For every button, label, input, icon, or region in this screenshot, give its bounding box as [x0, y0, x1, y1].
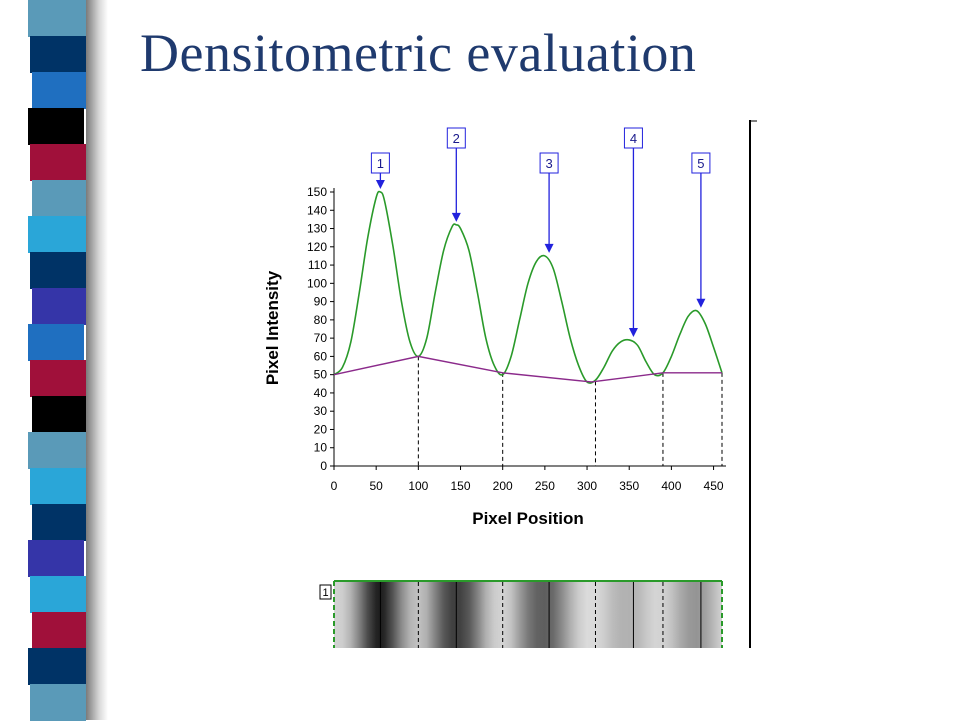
x-tick-label: 100 [408, 479, 428, 493]
color-bar-segment [32, 612, 88, 649]
y-tick-label: 120 [307, 240, 327, 254]
color-bar-segment [28, 432, 88, 469]
peak-arrow-head [451, 212, 461, 222]
color-bar-segment [28, 108, 84, 145]
color-bar-segment [28, 0, 88, 37]
color-bar-segment [30, 36, 86, 73]
x-tick-label: 250 [535, 479, 555, 493]
dividers-layer [417, 356, 723, 466]
y-axis-title: Pixel Intensity [263, 270, 282, 385]
y-tick-label: 20 [314, 422, 328, 436]
color-bar-segment [30, 468, 86, 505]
y-tick-label: 60 [314, 349, 328, 363]
y-tick-label: 30 [314, 404, 328, 418]
baseline-line [333, 355, 722, 383]
axes: 0 10 20 30 40 50 60 70 80 90 100 110 120 130 140 150 0 50… [307, 185, 726, 493]
peak-arrow-head [375, 180, 385, 189]
lane-label: 1 [322, 587, 328, 599]
x-tick-label: 0 [331, 479, 338, 493]
x-tick-label: 50 [369, 479, 383, 493]
x-axis-title: Pixel Position [472, 509, 583, 528]
color-bar-segment [32, 504, 92, 541]
intensity-profile-line [333, 190, 723, 384]
y-tick-label: 100 [307, 276, 327, 290]
peak-label: 4 [630, 131, 637, 146]
color-bar-segment [30, 576, 90, 613]
y-tick-label: 0 [320, 459, 327, 473]
color-bar-segment [30, 252, 86, 289]
color-bar-segment [28, 324, 84, 361]
y-tick-label: 150 [307, 185, 327, 199]
color-bar-segment [32, 396, 88, 433]
peak-arrow-head [696, 298, 706, 308]
lane-strip [334, 582, 722, 648]
peak-markers: 1 2 3 4 5 [370, 127, 711, 337]
x-tick-label: 400 [661, 479, 681, 493]
y-tick-label: 40 [314, 386, 328, 400]
series-layer [333, 190, 723, 384]
x-tick-label: 300 [577, 479, 597, 493]
peak-label: 2 [453, 131, 460, 146]
y-tick-label: 130 [307, 222, 327, 236]
gel-lane-strip: 1 [319, 580, 723, 648]
y-tick-label: 140 [307, 203, 327, 217]
peak-arrow-head [628, 327, 638, 337]
color-bar-segment [30, 360, 90, 397]
color-bar-segment [28, 216, 88, 253]
peak-label: 5 [697, 156, 704, 171]
peak-arrow-head [544, 243, 554, 253]
y-tick-label: 50 [314, 368, 328, 382]
color-bar-segment [32, 180, 88, 217]
x-tick-label: 200 [493, 479, 513, 493]
color-bar-segment [30, 684, 86, 721]
color-bar-segment [30, 144, 90, 181]
color-bar-segment [28, 648, 88, 685]
color-bar-segment [32, 288, 92, 325]
decorative-color-bar [28, 0, 92, 721]
color-bar-segment [28, 540, 84, 577]
slide-title: Densitometric evaluation [140, 23, 697, 83]
y-tick-label: 90 [314, 295, 328, 309]
x-tick-label: 450 [704, 479, 724, 493]
lane-label-box [319, 584, 332, 600]
y-tick-label: 70 [314, 331, 328, 345]
peak-label: 1 [377, 156, 384, 171]
x-tick-label: 350 [619, 479, 639, 493]
peak-label: 3 [545, 156, 552, 171]
y-tick-label: 110 [308, 258, 327, 272]
x-tick-label: 150 [451, 479, 471, 493]
color-bar-shadow [86, 0, 108, 720]
y-tick-label: 80 [314, 313, 328, 327]
y-tick-label: 10 [314, 441, 328, 455]
color-bar-segment [32, 72, 92, 109]
